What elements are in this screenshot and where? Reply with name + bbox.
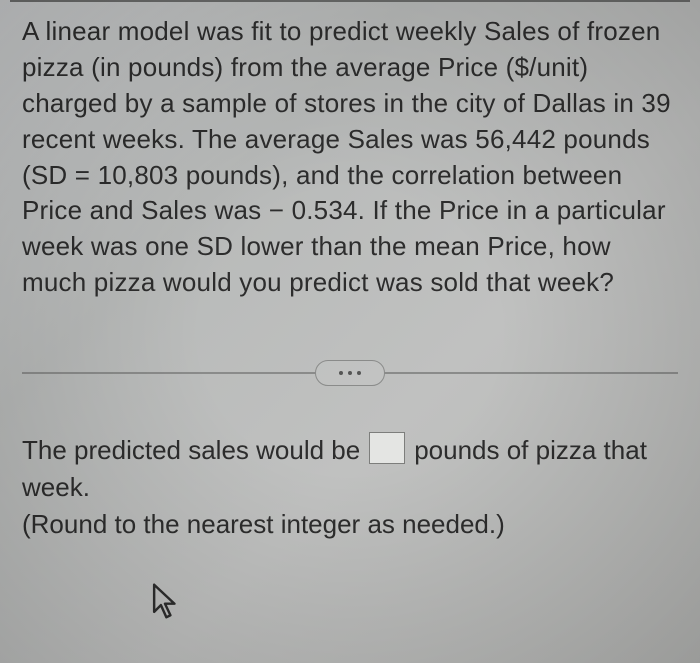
answer-prefix: The predicted sales would be — [22, 432, 360, 469]
more-pill-button[interactable] — [315, 360, 385, 386]
answer-suffix-1: pounds of pizza that — [414, 432, 647, 469]
question-text: A linear model was fit to predict weekly… — [22, 14, 678, 301]
divider-line-right — [384, 372, 678, 374]
answer-line2: week. — [22, 469, 678, 506]
top-border — [10, 0, 690, 2]
answer-block: The predicted sales would be pounds of p… — [22, 432, 678, 543]
answer-hint: (Round to the nearest integer as needed.… — [22, 506, 678, 543]
divider-row — [22, 360, 678, 386]
cursor-icon — [150, 582, 180, 620]
answer-input[interactable] — [369, 432, 405, 464]
divider-line-left — [22, 372, 316, 374]
ellipsis-icon — [339, 371, 361, 375]
